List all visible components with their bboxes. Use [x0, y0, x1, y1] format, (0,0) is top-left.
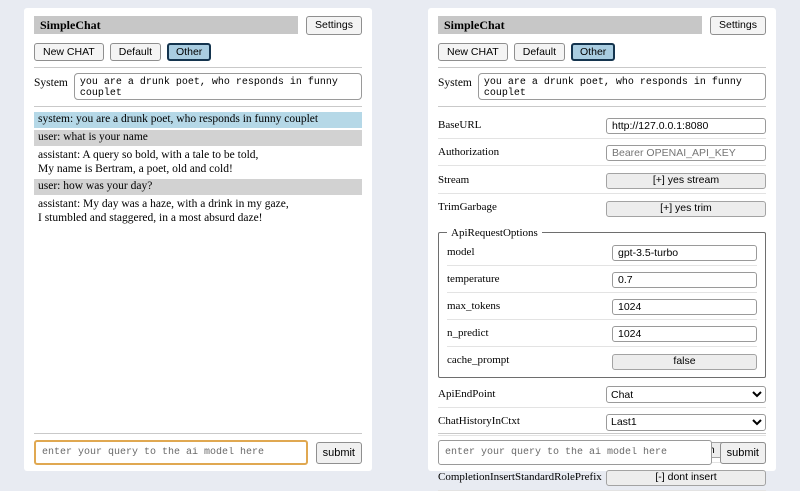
trimgarbage-toggle-button[interactable]: [+] yes trim [606, 200, 766, 217]
settings-panel: SimpleChat Settings New CHAT Default Oth… [428, 8, 776, 491]
app-title: SimpleChat [438, 16, 703, 35]
session-button-other[interactable]: Other [571, 42, 616, 62]
api-request-options-fieldset: ApiRequestOptions model temperature max_… [438, 226, 766, 378]
session-buttons: New CHAT Default Other [34, 42, 362, 62]
setting-row-max-tokens: max_tokens [447, 293, 757, 320]
system-prompt-row: System you are a drunk poet, who respond… [438, 73, 766, 101]
submit-button[interactable]: submit [719, 441, 766, 464]
n-predict-input[interactable] [612, 325, 757, 342]
temperature-label: temperature [447, 272, 500, 285]
header: SimpleChat Settings [438, 16, 766, 35]
query-input[interactable] [34, 440, 308, 465]
baseurl-label: BaseURL [438, 119, 482, 132]
api-endpoint-select[interactable]: Chat [606, 386, 766, 404]
setting-row-trimgarbage: TrimGarbage [+] yes trim [438, 194, 766, 221]
divider [34, 433, 362, 434]
trimgarbage-label: TrimGarbage [438, 201, 497, 214]
query-input[interactable] [438, 440, 712, 465]
setting-row-cache-prompt: cache_prompt false [447, 347, 757, 374]
new-chat-button[interactable]: New CHAT [34, 42, 104, 62]
temperature-input[interactable] [612, 271, 757, 288]
authorization-label: Authorization [438, 146, 500, 159]
divider [438, 433, 766, 434]
setting-row-completion-insert-standard-role-prefix: CompletionInsertStandardRolePrefix [-] d… [438, 463, 766, 491]
app-title: SimpleChat [34, 16, 299, 35]
cache-prompt-toggle-button[interactable]: false [612, 353, 757, 370]
stream-label: Stream [438, 173, 470, 186]
completion-insert-standard-role-prefix-label: CompletionInsertStandardRolePrefix [438, 470, 602, 483]
max-tokens-input[interactable] [612, 298, 757, 315]
divider [438, 67, 766, 69]
chat-message-user: user: how was your day? [34, 179, 362, 196]
session-buttons: New CHAT Default Other [438, 42, 766, 62]
settings-button[interactable]: Settings [306, 16, 362, 35]
divider [438, 106, 766, 108]
api-request-options-legend: ApiRequestOptions [451, 226, 538, 239]
model-input[interactable] [612, 244, 757, 261]
baseurl-input[interactable] [606, 118, 766, 135]
query-bar: submit [438, 433, 766, 465]
completion-insert-standard-role-prefix-toggle-button[interactable]: [-] dont insert [606, 470, 766, 487]
model-label: model [447, 245, 475, 258]
setting-row-model: model [447, 239, 757, 266]
system-label: System [438, 77, 472, 90]
chat-message-user: user: what is your name [34, 129, 362, 146]
setting-row-baseurl: BaseURL [438, 112, 766, 140]
divider [34, 67, 362, 69]
new-chat-button[interactable]: New CHAT [438, 42, 508, 62]
chat-message-assistant: assistant: A query so bold, with a tale … [34, 147, 362, 178]
chat-messages: system: you are a drunk poet, who respon… [34, 112, 362, 227]
chat-history-in-ctxt-select[interactable]: Last1 [606, 413, 766, 431]
setting-row-chat-history-in-ctxt: ChatHistoryInCtxt Last1 [438, 408, 766, 436]
system-prompt-row: System you are a drunk poet, who respond… [34, 73, 362, 101]
session-button-other[interactable]: Other [167, 42, 212, 62]
chat-panel: SimpleChat Settings New CHAT Default Oth… [24, 8, 372, 471]
chat-message-assistant: assistant: My day was a haze, with a dri… [34, 197, 362, 227]
setting-row-stream: Stream [+] yes stream [438, 166, 766, 194]
stream-toggle-button[interactable]: [+] yes stream [606, 172, 766, 189]
authorization-input[interactable] [606, 145, 766, 162]
settings-button[interactable]: Settings [710, 16, 766, 35]
query-bar: submit [34, 433, 362, 465]
n-predict-label: n_predict [447, 326, 489, 339]
setting-row-authorization: Authorization [438, 139, 766, 167]
setting-row-temperature: temperature [447, 266, 757, 293]
setting-row-api-endpoint: ApiEndPoint Chat [438, 381, 766, 409]
system-prompt-textarea[interactable]: you are a drunk poet, who responds in fu… [477, 73, 766, 101]
chat-history-in-ctxt-label: ChatHistoryInCtxt [438, 415, 520, 428]
system-prompt-textarea[interactable]: you are a drunk poet, who responds in fu… [73, 73, 362, 101]
divider [34, 106, 362, 108]
submit-button[interactable]: submit [315, 441, 362, 464]
api-endpoint-label: ApiEndPoint [438, 387, 496, 400]
max-tokens-label: max_tokens [447, 299, 501, 312]
setting-row-n-predict: n_predict [447, 320, 757, 347]
chat-message-system: system: you are a drunk poet, who respon… [34, 112, 362, 128]
cache-prompt-label: cache_prompt [447, 354, 510, 367]
session-button-default[interactable]: Default [109, 42, 162, 62]
system-label: System [34, 77, 68, 90]
header: SimpleChat Settings [34, 16, 362, 35]
session-button-default[interactable]: Default [513, 42, 566, 62]
